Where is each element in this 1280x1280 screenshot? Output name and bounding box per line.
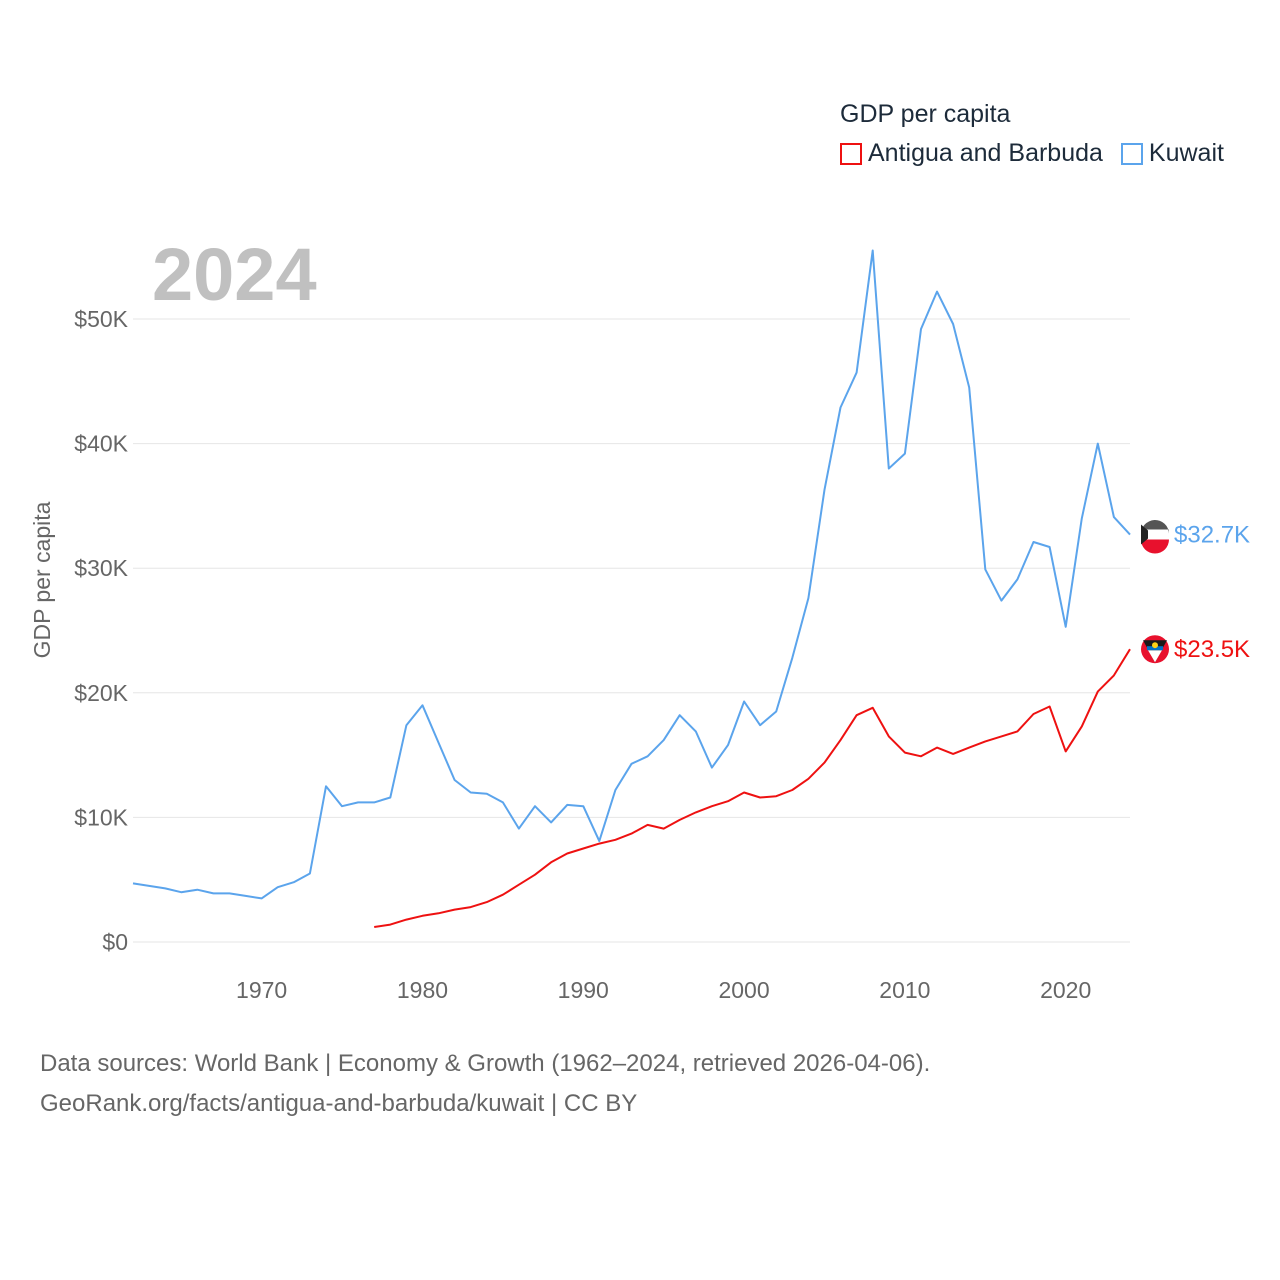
- y-tick-label: $30K: [74, 555, 128, 581]
- end-value-label: $32.7K: [1174, 522, 1250, 549]
- x-tick-label: 1980: [397, 977, 448, 1003]
- end-value-label: $23.5K: [1174, 636, 1250, 663]
- y-axis-label: GDP per capita: [29, 501, 55, 658]
- source-note: Data sources: World Bank | Economy & Gro…: [40, 1044, 930, 1124]
- year-watermark: 2024: [152, 233, 317, 316]
- x-tick-label: 2000: [718, 977, 769, 1003]
- antigua-flag-icon: [1141, 635, 1169, 664]
- y-tick-label: $50K: [74, 306, 128, 332]
- x-tick-label: 1990: [558, 977, 609, 1003]
- legend-swatch-kuwait: [1120, 142, 1143, 165]
- x-tick-label: 2020: [1040, 977, 1091, 1003]
- legend-title: GDP per capita: [840, 100, 1011, 128]
- y-tick-label: $10K: [74, 804, 128, 830]
- x-tick-label: 1970: [236, 977, 287, 1003]
- legend: GDP per capita Antigua and Barbuda Kuwai…: [840, 100, 1224, 168]
- y-tick-label: $0: [102, 929, 128, 955]
- x-tick-label: 2010: [879, 977, 930, 1003]
- y-tick-label: $40K: [74, 431, 128, 457]
- y-tick-label: $20K: [74, 680, 128, 706]
- legend-label-kuwait: Kuwait: [1148, 139, 1224, 167]
- legend-item-kuwait[interactable]: Kuwait: [1120, 139, 1224, 168]
- legend-swatch-antigua: [840, 142, 862, 165]
- kuwait-flag-icon: [1140, 520, 1169, 554]
- series-line-antigua: [374, 648, 1131, 928]
- series-line-kuwait: [132, 249, 1131, 900]
- source-line-2[interactable]: GeoRank.org/facts/antigua-and-barbuda/ku…: [40, 1090, 638, 1117]
- legend-item-antigua[interactable]: Antigua and Barbuda: [840, 139, 1103, 168]
- legend-label-antigua: Antigua and Barbuda: [868, 139, 1103, 167]
- source-line-1: Data sources: World Bank | Economy & Gro…: [40, 1050, 931, 1077]
